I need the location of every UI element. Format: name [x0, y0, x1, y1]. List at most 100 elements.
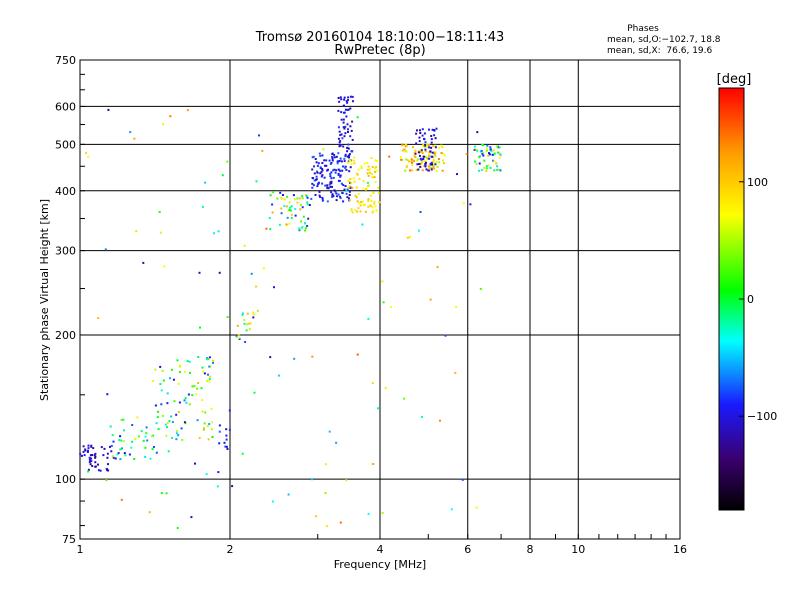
data-point	[235, 335, 238, 338]
data-point	[337, 193, 340, 196]
y-tick-label: 200	[55, 329, 76, 342]
data-point	[312, 155, 315, 158]
data-point	[280, 207, 283, 210]
data-point	[355, 196, 358, 199]
data-point	[236, 324, 239, 327]
data-point	[87, 468, 90, 471]
data-point	[361, 200, 364, 203]
data-point	[373, 200, 376, 203]
data-point	[352, 159, 355, 162]
data-point	[180, 427, 183, 430]
data-point	[321, 182, 324, 185]
data-point	[435, 160, 438, 163]
data-point	[298, 229, 301, 232]
data-point	[338, 160, 341, 162]
data-point	[285, 223, 288, 226]
data-point	[196, 419, 199, 422]
data-point	[360, 165, 363, 168]
data-point	[104, 248, 107, 251]
data-point	[117, 452, 120, 455]
data-point	[208, 356, 211, 359]
data-point	[403, 397, 406, 400]
data-point	[430, 135, 433, 137]
data-point	[344, 166, 347, 169]
data-point	[421, 169, 424, 172]
data-point	[360, 201, 362, 204]
data-point	[244, 341, 247, 343]
data-point	[425, 161, 427, 164]
data-point	[140, 430, 143, 433]
data-point	[301, 225, 304, 228]
data-point	[228, 428, 231, 431]
colorbar-tick-label: −100	[747, 410, 777, 423]
data-point	[339, 157, 342, 160]
data-point	[399, 156, 402, 158]
data-point	[410, 160, 413, 163]
data-point	[316, 171, 319, 174]
data-point	[162, 123, 165, 126]
data-point	[418, 154, 421, 157]
data-point	[316, 185, 319, 188]
data-point	[440, 152, 443, 154]
data-point	[159, 383, 162, 385]
data-point	[241, 313, 244, 316]
data-point	[133, 458, 136, 460]
data-point	[282, 194, 284, 196]
data-point	[302, 215, 305, 218]
data-point	[107, 108, 110, 111]
data-point	[165, 492, 168, 495]
data-point	[279, 191, 282, 194]
data-point	[195, 393, 198, 396]
data-point	[294, 207, 297, 210]
data-point	[314, 194, 317, 196]
data-point	[170, 415, 173, 418]
data-point	[390, 305, 392, 308]
data-point	[225, 434, 228, 437]
data-point	[325, 159, 328, 162]
data-point	[367, 512, 370, 515]
data-point	[347, 108, 350, 111]
data-point	[250, 272, 253, 275]
data-point	[318, 152, 321, 155]
data-point	[486, 147, 488, 150]
data-point	[348, 197, 350, 200]
data-point	[479, 287, 482, 290]
y-tick-label: 500	[55, 138, 76, 151]
data-point	[411, 161, 414, 164]
data-point	[134, 437, 137, 440]
data-point	[290, 216, 293, 219]
data-point	[269, 356, 272, 359]
data-point	[298, 197, 301, 200]
data-point	[375, 209, 378, 212]
data-point	[356, 200, 359, 203]
data-point	[306, 225, 309, 227]
data-point	[251, 311, 254, 314]
chart-title-line1: Tromsø 20160104 18:10:00−18:11:43	[255, 30, 505, 45]
data-point	[89, 463, 92, 466]
data-point	[417, 168, 420, 171]
data-point	[357, 168, 360, 171]
data-point	[200, 387, 203, 390]
data-point	[243, 244, 246, 247]
data-point	[277, 374, 280, 377]
data-point	[262, 267, 265, 270]
data-point	[176, 527, 179, 529]
data-point	[347, 179, 350, 182]
data-point	[199, 326, 201, 329]
data-point	[492, 159, 495, 162]
data-point	[341, 192, 344, 195]
data-point	[344, 155, 347, 158]
data-point	[346, 109, 349, 111]
data-point	[340, 182, 343, 185]
data-point	[343, 135, 346, 138]
data-point	[133, 137, 136, 140]
data-point	[329, 173, 332, 175]
data-point	[482, 144, 485, 147]
data-point	[426, 143, 429, 146]
data-point	[441, 169, 444, 172]
data-point	[343, 96, 346, 99]
data-point	[332, 195, 335, 198]
data-point	[319, 172, 322, 175]
data-point	[367, 165, 370, 168]
data-point	[311, 182, 314, 185]
